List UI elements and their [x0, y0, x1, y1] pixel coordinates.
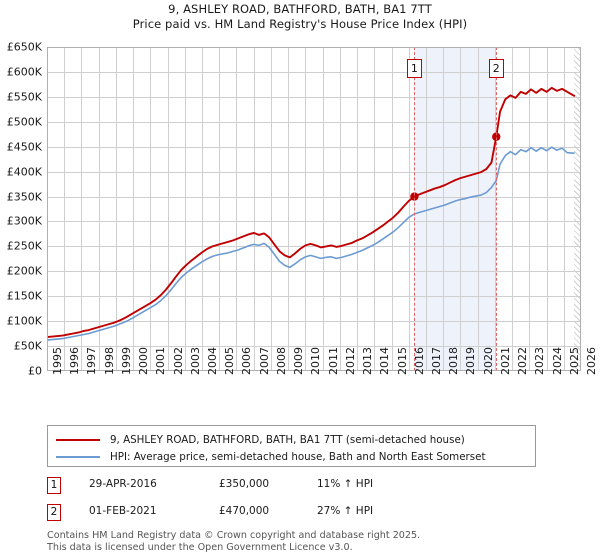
gridline-vertical: [409, 47, 410, 371]
marker-vertical-line: [414, 47, 416, 371]
title-line-2: Price paid vs. HM Land Registry's House …: [132, 17, 468, 31]
gridline-horizontal: [47, 72, 581, 73]
gridline-vertical: [133, 47, 134, 371]
gridline-horizontal: [47, 346, 581, 347]
transaction-date: 29-APR-2016: [89, 478, 157, 490]
y-axis-tick-label: £0: [28, 364, 42, 378]
gridline-vertical: [529, 47, 530, 371]
gridline-vertical: [254, 47, 255, 371]
footer-attribution: Contains HM Land Registry data © Crown c…: [47, 530, 587, 553]
series-line: [47, 86, 576, 339]
y-axis-tick-label: £250K: [6, 239, 42, 253]
gridline-vertical: [357, 47, 358, 371]
transaction-index-box: 1: [47, 477, 61, 494]
gridline-vertical: [460, 47, 461, 371]
gridline-vertical: [185, 47, 186, 371]
transaction-index-box: 2: [47, 504, 61, 521]
y-axis-tick-label: £350K: [6, 190, 42, 204]
gridline-vertical: [64, 47, 65, 371]
chart-legend: 9, ASHLEY ROAD, BATHFORD, BATH, BA1 7TT …: [47, 425, 536, 467]
legend-item: HPI: Average price, semi-detached house,…: [56, 448, 486, 466]
gridline-vertical: [271, 47, 272, 371]
page-title: 9, ASHLEY ROAD, BATHFORD, BATH, BA1 7TT …: [0, 2, 600, 32]
gridline-vertical: [495, 47, 496, 371]
gridline-vertical: [426, 47, 427, 371]
gridline-horizontal: [47, 147, 581, 148]
gridline-horizontal: [47, 296, 581, 297]
transaction-price: £350,000: [219, 478, 270, 490]
y-axis-tick-label: £50K: [13, 339, 42, 353]
legend-label: 9, ASHLEY ROAD, BATHFORD, BATH, BA1 7TT …: [110, 434, 465, 446]
gridline-vertical: [219, 47, 220, 371]
gridline-vertical: [150, 47, 151, 371]
gridline-vertical: [116, 47, 117, 371]
gridline-vertical: [512, 47, 513, 371]
y-axis-tick-label: £450K: [6, 140, 42, 154]
gridline-vertical: [323, 47, 324, 371]
y-axis-tick-label: £400K: [6, 165, 42, 179]
gridline-vertical: [202, 47, 203, 371]
gridline-vertical: [564, 47, 565, 371]
gridline-vertical: [305, 47, 306, 371]
legend-color-swatch: [56, 439, 100, 441]
y-axis-tick-label: £600K: [6, 65, 42, 79]
ownership-period-band: [414, 47, 497, 371]
gridline-vertical: [547, 47, 548, 371]
transaction-hpi-delta: 11% ↑ HPI: [317, 478, 374, 490]
gridline-horizontal: [47, 97, 581, 98]
y-axis-tick-label: £300K: [6, 214, 42, 228]
y-axis-tick-label: £650K: [6, 40, 42, 54]
transaction-date: 01-FEB-2021: [89, 505, 157, 517]
y-axis-tick-label: £550K: [6, 90, 42, 104]
chart-canvas: [47, 47, 581, 371]
marker-number-box[interactable]: 2: [488, 59, 504, 78]
legend-item: 9, ASHLEY ROAD, BATHFORD, BATH, BA1 7TT …: [56, 431, 465, 449]
gridline-vertical: [168, 47, 169, 371]
gridline-vertical: [478, 47, 479, 371]
no-data-hatch-region: [574, 47, 581, 371]
gridline-vertical: [81, 47, 82, 371]
y-axis-tick-label: £200K: [6, 264, 42, 278]
gridline-horizontal: [47, 122, 581, 123]
transaction-hpi-delta: 27% ↑ HPI: [317, 505, 374, 517]
chart-plot-area: [47, 47, 581, 371]
gridline-vertical: [288, 47, 289, 371]
marker-number-box[interactable]: 1: [406, 59, 422, 78]
gridline-vertical: [99, 47, 100, 371]
footer-line-2: This data is licensed under the Open Gov…: [47, 541, 353, 553]
gridline-horizontal: [47, 321, 581, 322]
transaction-price: £470,000: [219, 505, 270, 517]
series-line: [47, 146, 575, 341]
y-axis-tick-label: £500K: [6, 115, 42, 129]
gridline-horizontal: [47, 172, 581, 173]
gridline-vertical: [374, 47, 375, 371]
gridline-vertical: [236, 47, 237, 371]
footer-line-1: Contains HM Land Registry data © Crown c…: [47, 530, 421, 541]
gridline-horizontal: [47, 246, 581, 247]
legend-color-swatch: [56, 456, 100, 458]
gridline-vertical: [392, 47, 393, 371]
y-axis-tick-label: £100K: [6, 314, 42, 328]
y-axis-tick-label: £150K: [6, 289, 42, 303]
marker-vertical-line: [496, 47, 498, 371]
gridline-horizontal: [47, 197, 581, 198]
gridline-vertical: [340, 47, 341, 371]
title-line-1: 9, ASHLEY ROAD, BATHFORD, BATH, BA1 7TT: [168, 2, 432, 16]
gridline-horizontal: [47, 271, 581, 272]
legend-label: HPI: Average price, semi-detached house,…: [110, 451, 486, 463]
gridline-vertical: [443, 47, 444, 371]
gridline-horizontal: [47, 221, 581, 222]
